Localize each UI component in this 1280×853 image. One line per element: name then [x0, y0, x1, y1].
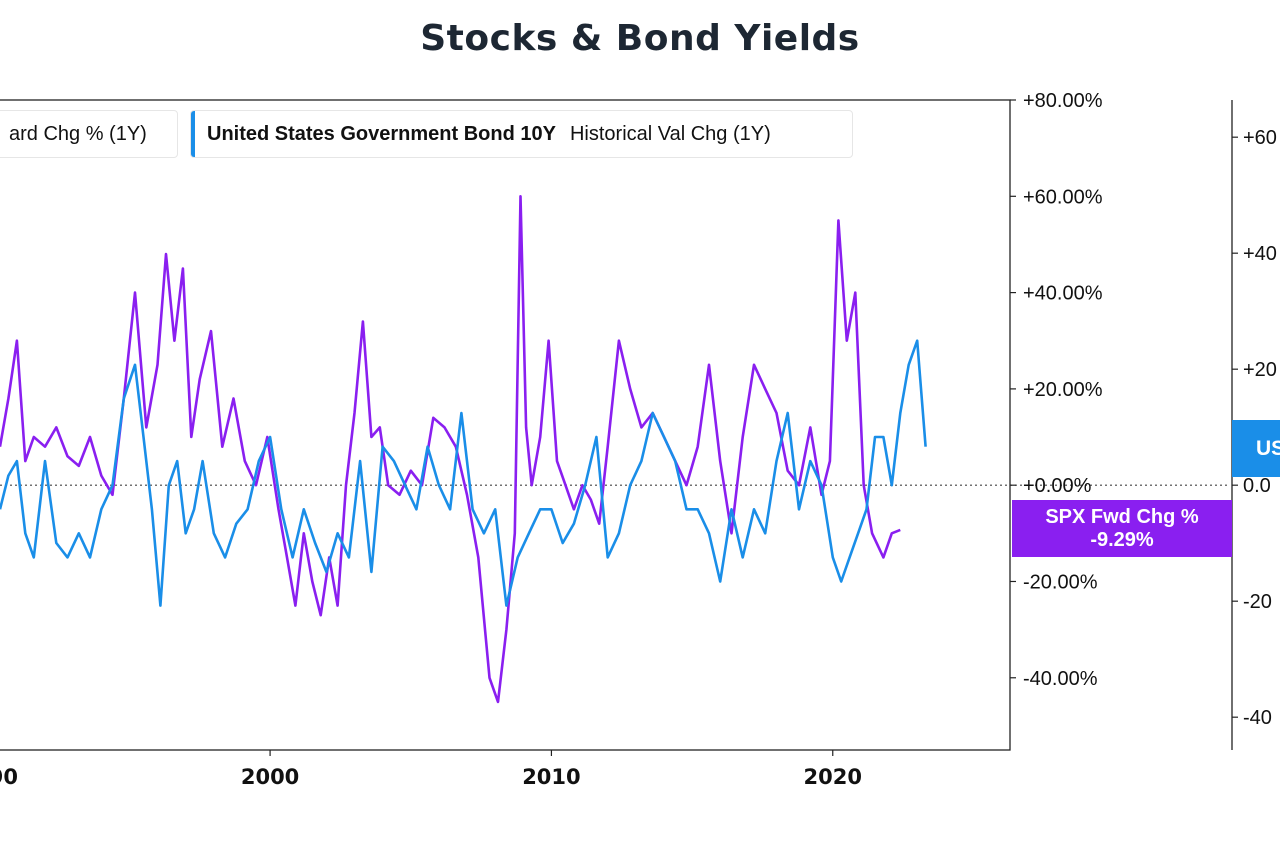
- y-tick-label: -20.00%: [1023, 571, 1098, 593]
- legend-entry-spx[interactable]: ard Chg % (1Y): [0, 110, 178, 158]
- chart-title: Stocks & Bond Yields: [420, 18, 860, 59]
- legend-us10y-swatch: [191, 111, 195, 157]
- y-tick-label: -40.00%: [1023, 668, 1098, 690]
- us10y-value-tag: US: [1232, 420, 1280, 477]
- x-tick-label: 1990: [0, 765, 18, 789]
- x-tick-label: 2020: [804, 765, 862, 789]
- y2-tick-label: -20: [1243, 591, 1272, 613]
- y2-tick-label: -40: [1243, 707, 1272, 729]
- plot-border: [0, 99, 1011, 751]
- series-line-us10y: [0, 339, 927, 607]
- spx-tag-value: -9.29%: [1090, 528, 1154, 551]
- y-tick-label: +80.00%: [1023, 90, 1103, 112]
- y-tick-label: +0.00%: [1023, 475, 1092, 497]
- y-tick-label: +20.00%: [1023, 379, 1103, 401]
- series-line-spx: [0, 195, 901, 704]
- y2-tick-label: +40: [1243, 243, 1277, 265]
- legend-spx-label: ard Chg % (1Y): [9, 122, 147, 145]
- y2-tick-label: +60: [1243, 127, 1277, 149]
- legend-entry-us10y[interactable]: United States Government Bond 10Y Histor…: [190, 110, 853, 158]
- y-tick-label: +60.00%: [1023, 186, 1103, 208]
- spx-tag-label: SPX Fwd Chg %: [1045, 505, 1199, 528]
- us10y-tag-label: US: [1256, 437, 1280, 460]
- x-tick-label: 2000: [241, 765, 299, 789]
- legend-us10y-suffix: Historical Val Chg (1Y): [569, 122, 771, 145]
- x-tick-label: 2010: [522, 765, 580, 789]
- spx-value-tag: SPX Fwd Chg % -9.29%: [1012, 500, 1232, 557]
- y-tick-label: +40.00%: [1023, 283, 1103, 305]
- y2-tick-label: 0.0: [1243, 475, 1271, 497]
- legend-us10y-name: United States Government Bond 10Y: [207, 122, 556, 145]
- y2-tick-label: +20: [1243, 359, 1277, 381]
